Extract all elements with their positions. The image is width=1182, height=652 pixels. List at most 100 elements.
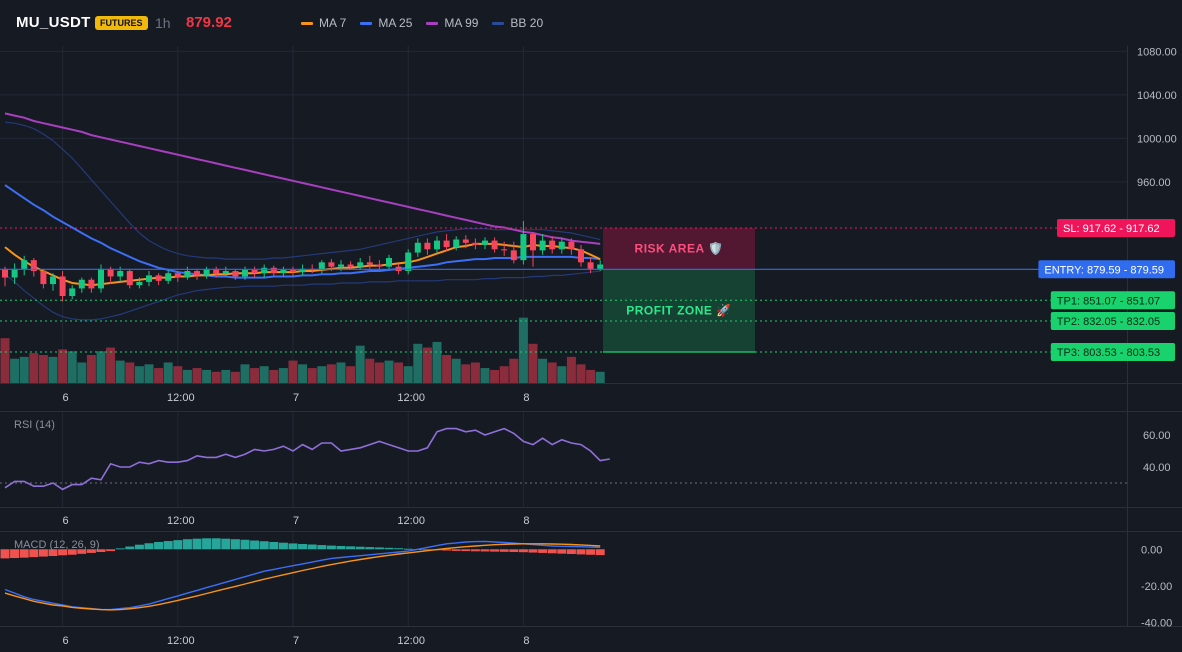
price-axis-tick: 1000.00	[1137, 133, 1177, 145]
macd-axis-tick: -20.00	[1141, 581, 1172, 593]
candle-body	[491, 240, 498, 250]
main-time-tick: 12:00	[397, 392, 425, 404]
candle-body	[587, 262, 594, 269]
candle-body	[2, 268, 8, 278]
candle-body	[107, 268, 114, 277]
volume-bar	[365, 358, 375, 383]
candle-body	[462, 239, 469, 243]
macd-histogram-bar	[470, 549, 480, 552]
rsi-line	[4, 427, 610, 491]
legend-bb20[interactable]: BB 20	[492, 16, 543, 30]
candle-body	[549, 240, 556, 250]
macd-histogram-bar	[461, 549, 471, 552]
candle-body	[136, 281, 143, 286]
volume-bar	[470, 362, 480, 383]
volume-bar	[432, 341, 442, 383]
legend-ma99[interactable]: MA 99	[426, 16, 478, 30]
macd-histogram-bar	[365, 547, 375, 550]
macd-time-tick: 12:00	[397, 635, 425, 647]
candle-body	[280, 269, 287, 274]
candle-body	[155, 275, 162, 281]
volume-bar	[480, 368, 490, 383]
macd-histogram-bar	[557, 549, 567, 554]
macd-histogram-bar	[144, 543, 154, 550]
axes: 960.00 1000.00 1040.00 1080.00 6 12:00 7 12:00 8…	[63, 46, 1177, 647]
ma25-line	[4, 184, 601, 279]
rsi-title: RSI (14)	[14, 419, 55, 431]
volume-bar	[202, 369, 212, 383]
volume-bar	[490, 369, 500, 383]
candle-body	[242, 269, 248, 277]
macd-time-tick: 6	[63, 635, 69, 647]
volume-bar	[38, 355, 48, 383]
candle-body	[40, 271, 47, 285]
main-time-tick: 12:00	[167, 392, 195, 404]
candle-body	[597, 264, 604, 269]
risk-zone	[603, 227, 755, 270]
futures-badge: FUTURES	[95, 16, 148, 30]
macd-histogram-bar	[202, 538, 212, 550]
volume-bar	[269, 369, 279, 383]
macd-histogram-bar	[326, 545, 336, 550]
symbol-name[interactable]: MU_USDT	[16, 14, 91, 31]
macd-histogram-bar	[576, 549, 586, 555]
sl-tag	[1057, 218, 1175, 237]
volume-bar	[29, 353, 39, 383]
legend-ma25-swatch	[360, 21, 373, 25]
volume-bars	[0, 317, 605, 383]
volume-bar	[413, 343, 423, 383]
volume-bar	[0, 338, 10, 383]
candle-body	[222, 271, 229, 274]
volume-bar	[106, 347, 116, 383]
volume-bar	[557, 366, 567, 383]
candle-body	[50, 276, 56, 285]
macd-histogram-bar	[384, 547, 394, 550]
volume-bar	[211, 371, 221, 383]
candle-body	[194, 271, 200, 276]
macd-histogram-bar	[442, 549, 452, 551]
macd-histogram-bar	[278, 542, 288, 550]
volume-bar	[461, 364, 471, 383]
candle-body	[261, 267, 268, 274]
legend-ma7[interactable]: MA 7	[301, 16, 346, 30]
volume-bar	[499, 366, 509, 383]
bollinger-bands	[4, 121, 601, 321]
macd-histogram-bar	[566, 549, 576, 555]
macd-histogram-bar	[182, 539, 192, 550]
volume-bar	[230, 371, 240, 383]
volume-bar	[298, 364, 308, 383]
macd-histogram-bar	[240, 539, 250, 550]
macd-histogram-bar	[58, 549, 68, 556]
volume-bar	[528, 343, 538, 383]
macd-histogram-bar	[346, 546, 356, 550]
tp1-tag	[1050, 291, 1175, 310]
sl-label: SL: 917.62 - 917.62	[1063, 223, 1160, 235]
candle-body	[203, 268, 210, 276]
profit-zone-label: PROFIT ZONE 🚀	[626, 304, 731, 318]
legend-ma25[interactable]: MA 25	[360, 16, 412, 30]
bb-lower-line	[4, 270, 601, 321]
candle-body	[530, 234, 536, 251]
candle-body	[78, 279, 85, 289]
legend-ma99-swatch	[426, 21, 439, 25]
candle-body	[568, 241, 575, 250]
candle-body	[357, 262, 364, 267]
legend-ma7-label: MA 7	[319, 16, 347, 30]
macd-histogram-bar	[547, 549, 557, 554]
volume-bar	[134, 366, 144, 383]
last-price: 879.92	[186, 14, 232, 31]
volume-bar	[288, 360, 298, 383]
timeframe-label[interactable]: 1h	[155, 15, 171, 31]
candle-body	[414, 242, 421, 253]
candle-body	[213, 268, 220, 274]
macd-histogram-bar	[480, 549, 490, 552]
candle-body	[299, 268, 306, 273]
rsi-time-tick: 6	[63, 515, 69, 527]
macd-histogram-bar	[528, 549, 538, 553]
candle-body	[578, 249, 584, 263]
volume-bar	[192, 368, 202, 383]
macd-histogram-bar	[221, 538, 231, 550]
rsi-time-tick: 8	[523, 515, 529, 527]
volume-bar	[518, 317, 528, 383]
